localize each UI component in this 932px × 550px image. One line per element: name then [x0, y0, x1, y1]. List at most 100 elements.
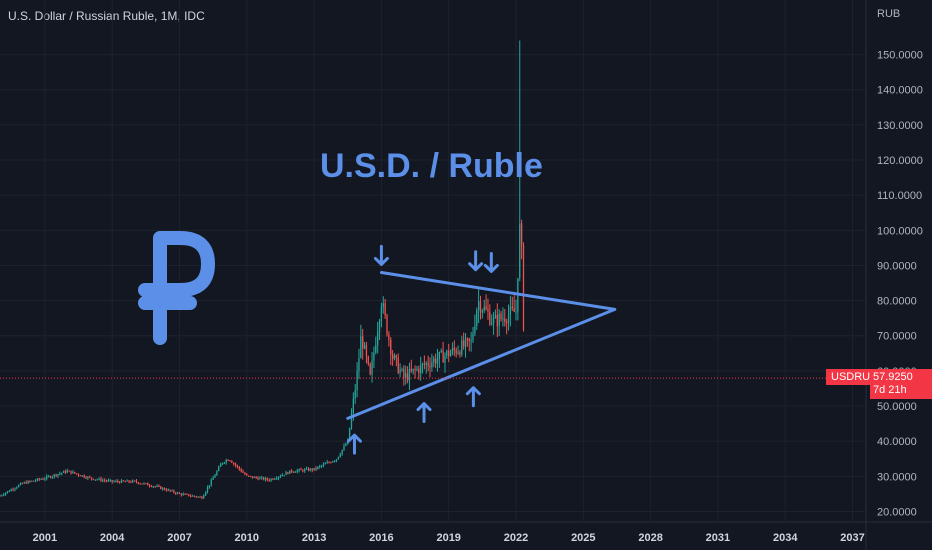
candle-body	[128, 480, 130, 482]
candle-body	[19, 483, 22, 485]
candle-body	[44, 478, 46, 480]
candle-body	[451, 347, 454, 353]
candle-body	[412, 368, 414, 372]
x-tick-label: 2031	[706, 532, 730, 544]
arrow-down-icon	[483, 251, 499, 273]
candle-body	[390, 339, 392, 355]
candle-body	[406, 373, 409, 381]
candle-body	[463, 340, 465, 347]
candle-body	[337, 456, 340, 460]
x-tick-label: 2025	[571, 532, 595, 544]
candle-body	[145, 483, 147, 485]
candle-body	[320, 465, 323, 467]
candle-body	[358, 358, 360, 372]
candle-body	[143, 483, 145, 485]
candle-body	[219, 464, 222, 467]
candle-body	[470, 340, 472, 342]
candle-body	[225, 460, 227, 463]
candle-body	[506, 322, 508, 324]
candle-body	[68, 470, 70, 472]
arrow-down-icon	[468, 250, 484, 272]
candle-body	[77, 474, 80, 476]
candle-body	[104, 480, 106, 482]
x-tick-label: 2028	[638, 532, 662, 544]
candle-body	[423, 363, 426, 365]
y-tick-label: 130.0000	[877, 120, 923, 132]
candle-body	[169, 489, 171, 491]
x-tick-label: 2037	[840, 532, 864, 544]
candle-body	[158, 485, 160, 487]
candle-body	[126, 480, 128, 482]
candle-body	[105, 480, 108, 482]
candle-body	[362, 336, 364, 349]
candle-body	[371, 360, 373, 375]
time-axis[interactable]: 2001 2004 2007 2010 2013 2016 2019 2022 2025 2028…	[33, 532, 865, 544]
candle-body	[266, 478, 269, 480]
candle-body	[59, 473, 61, 475]
candle-body	[313, 468, 315, 471]
candle-body	[171, 490, 173, 492]
candle-body	[319, 466, 321, 468]
candle-body	[434, 358, 437, 364]
candle-body	[433, 358, 435, 363]
candle-body	[109, 480, 111, 482]
candle-body	[246, 474, 248, 476]
candle-body	[208, 485, 211, 488]
candle-body	[354, 390, 356, 399]
candle-body	[315, 468, 317, 470]
arrow-down-icon	[373, 244, 389, 266]
candle-body	[270, 478, 272, 481]
candle-body	[461, 340, 463, 355]
candle-body	[49, 476, 52, 478]
candle-body	[382, 303, 384, 308]
last-price-badge: 57.9250 7d 21h	[870, 369, 932, 399]
y-tick-label: 110.0000	[877, 190, 922, 202]
price-axis[interactable]: 20.000030.000040.000050.000060.000070.00…	[877, 50, 923, 519]
candle-body	[212, 477, 214, 480]
candle-body	[262, 477, 265, 480]
candle-body	[438, 351, 441, 359]
candle-body	[339, 454, 341, 457]
candle-body	[311, 468, 313, 471]
candle-body	[279, 476, 282, 478]
candle-body	[83, 475, 85, 478]
arrow-up-icon	[346, 433, 362, 455]
trendline	[379, 270, 617, 311]
candle-body	[162, 488, 164, 490]
candle-body	[513, 307, 515, 312]
candle-body	[291, 470, 293, 472]
candle-body	[326, 462, 328, 464]
candle-body	[427, 362, 429, 366]
y-tick-label: 150.0000	[877, 50, 923, 62]
candle-body	[444, 355, 446, 363]
candle-body	[388, 334, 390, 340]
candle-body	[40, 479, 42, 481]
candle-body	[334, 460, 336, 462]
candle-body	[414, 368, 416, 370]
candle-body	[206, 487, 209, 492]
candle-body	[57, 474, 59, 476]
candle-body	[139, 483, 141, 485]
candle-body	[401, 369, 403, 371]
candle-body	[373, 352, 375, 361]
candle-body	[455, 350, 457, 354]
candle-body	[199, 496, 201, 498]
candle-body	[186, 493, 188, 495]
candle-body	[42, 479, 44, 481]
candle-body	[466, 338, 469, 340]
candle-body	[18, 484, 20, 488]
candle-body	[191, 495, 194, 497]
candle-body	[176, 492, 179, 494]
candle-body	[201, 496, 203, 499]
candle-body	[32, 480, 35, 482]
candle-body	[14, 488, 16, 490]
candle-body	[431, 362, 433, 368]
candle-body	[90, 477, 93, 479]
x-tick-label: 2007	[167, 532, 191, 544]
candle-body	[283, 474, 285, 476]
y-tick-label: 80.0000	[877, 296, 917, 308]
candle-body	[111, 480, 113, 482]
candle-body	[365, 344, 368, 357]
